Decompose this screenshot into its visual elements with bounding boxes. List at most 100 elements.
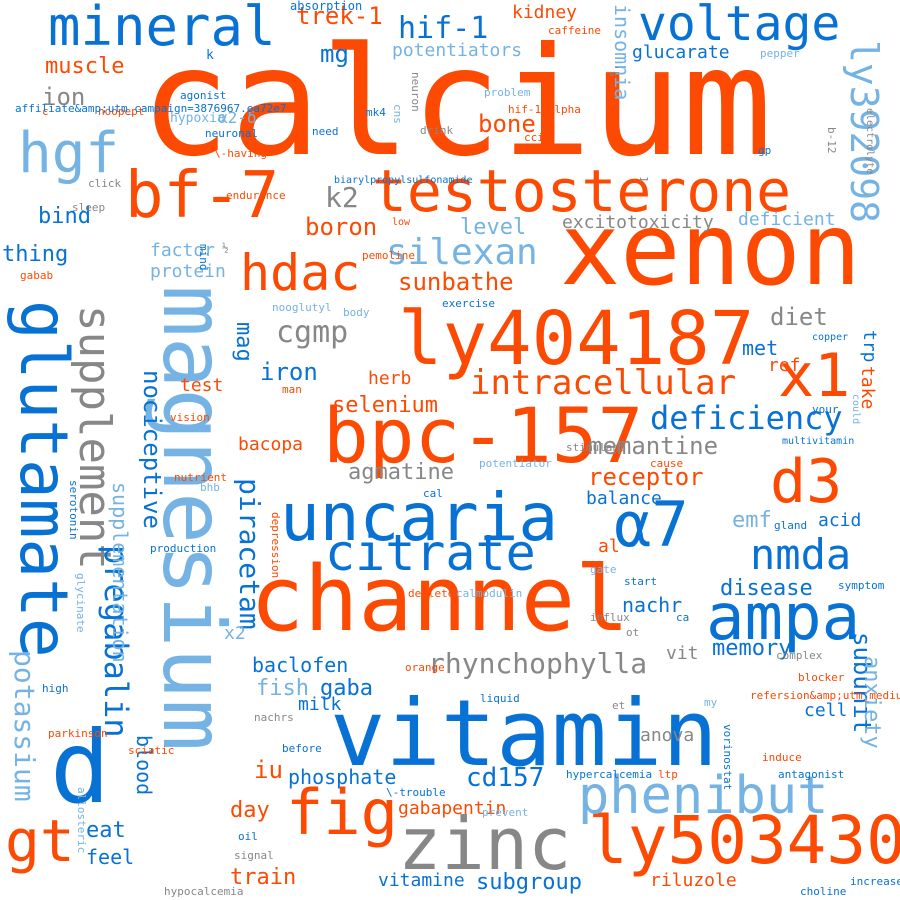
word-cloud-term: balance [586, 488, 662, 509]
word-cloud-term: k2 [325, 181, 359, 214]
word-cloud-term: allosteric [75, 787, 88, 854]
word-cloud-term: potassium [8, 650, 41, 802]
word-cloud-term: gland [774, 519, 808, 532]
word-cloud-term: calmodulin [456, 587, 523, 600]
word-cloud-term: copper [812, 332, 849, 343]
word-cloud-term: gaba [320, 676, 373, 701]
word-cloud-term: agmatine [348, 460, 454, 485]
word-cloud-term: could [850, 394, 861, 425]
word-cloud-term: bacopa [238, 434, 304, 455]
word-cloud-term: antagonist [778, 768, 845, 781]
word-cloud-term: oil [238, 830, 258, 843]
word-cloud-term: train [230, 865, 297, 890]
word-cloud-term: phenibut [578, 766, 829, 826]
word-cloud-term: induce [762, 751, 802, 764]
word-cloud-term: cal [423, 487, 443, 500]
word-cloud-term: depression [269, 512, 282, 579]
word-cloud-term: memory [712, 636, 792, 661]
word-cloud-term: citrate [325, 524, 536, 582]
word-cloud-term: noopept [98, 105, 145, 118]
word-cloud-term: potentiator [479, 457, 552, 470]
word-cloud-term: subgroup [476, 870, 582, 895]
word-cloud-term: al [598, 536, 620, 557]
word-cloud-term: drink [420, 124, 454, 137]
word-cloud-term: cns [391, 104, 404, 124]
word-cloud-term: uncaria [280, 479, 559, 556]
word-cloud-term: vision [170, 411, 210, 424]
word-cloud-term: low [392, 217, 411, 228]
word-cloud-term: nmda [750, 530, 852, 579]
word-cloud-term: xenon [560, 191, 862, 308]
word-cloud-term: 1 [637, 176, 650, 183]
word-cloud-term: orange [405, 661, 445, 674]
word-cloud-term: bpc-157 [323, 391, 644, 480]
word-cloud-term: complex [776, 649, 823, 662]
word-cloud-term: disease [720, 576, 813, 601]
word-cloud-term: refersion&amp;utm_medium [750, 689, 900, 702]
word-cloud-term: mk4 [366, 106, 386, 119]
word-cloud-term: gabapentin [398, 798, 507, 819]
word-cloud-term: vorinostat [721, 724, 734, 791]
word-cloud-term: increase [850, 875, 900, 888]
word-cloud-term: level [460, 215, 527, 240]
word-cloud-term: nociceptive [138, 370, 166, 529]
word-cloud-term: body [343, 306, 370, 319]
word-cloud-term: muscle [45, 54, 125, 79]
word-cloud-term: deplete [408, 587, 455, 600]
word-cloud-term: hypoxia [170, 111, 225, 126]
word-cloud-term: bind [38, 204, 91, 229]
word-cloud-term: baclofen [252, 653, 349, 677]
word-cloud-term: glycinate [74, 573, 87, 633]
word-cloud-term: start [624, 575, 658, 588]
word-cloud-term: diet [770, 303, 828, 331]
word-cloud-term: hif-1 [398, 11, 489, 46]
word-cloud-term: nachrs [254, 711, 294, 724]
word-cloud-term: glucarate [632, 42, 730, 63]
word-cloud-term: boron [305, 213, 378, 241]
word-cloud-term: \-having [214, 147, 267, 160]
word-cloud-term: liquid [480, 692, 520, 705]
word-cloud-term: x2 [224, 623, 246, 644]
word-cloud-term: ltp [658, 768, 678, 781]
word-cloud-term: choline [800, 885, 847, 898]
word-cloud-term: serotonin [67, 480, 80, 540]
word-cloud-term: milk [298, 694, 342, 715]
word-cloud-term: parkinson [48, 727, 108, 740]
word-cloud-term: gp [758, 144, 772, 157]
word-cloud-term: electrolyte [864, 108, 875, 175]
word-cloud-term: ot [626, 626, 640, 639]
word-cloud-term: memantine [588, 432, 719, 460]
word-cloud-term: neuronal [205, 127, 258, 140]
word-cloud-term: sleep [72, 201, 106, 214]
word-cloud-term: 's [607, 64, 620, 78]
word-cloud-term: vitamine [378, 870, 465, 891]
word-cloud-term: testosterone [372, 157, 792, 225]
word-cloud-term: anova [640, 725, 695, 746]
word-cloud-term: hypercalcemia [566, 768, 653, 781]
word-cloud-term: voltage [638, 0, 841, 52]
word-cloud-term: d3 [770, 447, 843, 517]
word-cloud-term: potentiators [392, 40, 523, 61]
word-cloud-term: thing [2, 242, 69, 267]
word-cloud-term: \-trouble [386, 786, 446, 799]
word-cloud-term: channel [250, 547, 630, 652]
word-cloud-term: take [857, 366, 878, 410]
word-cloud-term: α2-δ [218, 108, 257, 127]
word-cloud-term: riluzole [650, 870, 737, 891]
word-cloud-term: met [742, 336, 779, 360]
word-cloud-term: herb [368, 368, 412, 389]
word-cloud-term: piracetam [233, 478, 266, 630]
word-cloud-term: ion [42, 83, 86, 111]
word-cloud-term: k [206, 48, 214, 63]
word-cloud-term: hif-1-alpha [508, 103, 581, 116]
word-cloud-term: phosphate [288, 765, 397, 789]
word-cloud-term: high [42, 682, 69, 695]
word-cloud-term: bhb [200, 481, 220, 494]
word-cloud-term: b-12 [825, 127, 838, 154]
word-cloud-term: exercise [442, 297, 495, 310]
word-cloud-term: zinc [398, 802, 572, 886]
word-cloud-term: prevent [482, 806, 529, 819]
word-cloud-term: supplementation [108, 482, 132, 663]
word-cloud-term: deficiency [650, 399, 843, 437]
